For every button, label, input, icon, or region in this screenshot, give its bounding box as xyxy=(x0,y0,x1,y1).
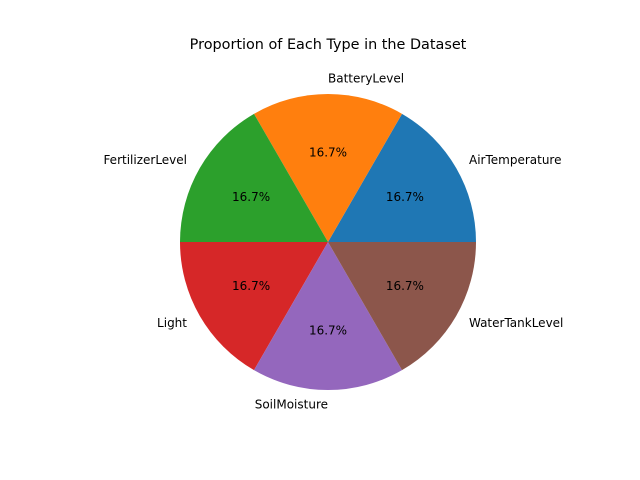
slice-percent-fertilizer-level: 16.7% xyxy=(232,190,270,204)
slice-percent-battery-level: 16.7% xyxy=(309,146,347,160)
slice-label-soil-moisture: SoilMoisture xyxy=(255,397,328,411)
pie-slice-light xyxy=(180,242,328,371)
pie-labels: AirTemperature 16.7% BatteryLevel 16.7% Fert… xyxy=(103,72,563,412)
pie-slice-battery-level xyxy=(254,94,402,242)
pie-slice-water-tank-level xyxy=(328,242,476,371)
slice-label-air-temperature: AirTemperature xyxy=(469,153,561,167)
slice-label-battery-level: BatteryLevel xyxy=(328,72,404,86)
pie-slices xyxy=(180,94,477,390)
slice-label-fertilizer-level: FertilizerLevel xyxy=(103,153,187,167)
slice-label-light: Light xyxy=(157,316,187,330)
slice-percent-soil-moisture: 16.7% xyxy=(309,323,347,337)
pie-slice-soil-moisture xyxy=(254,242,402,390)
slice-label-water-tank-level: WaterTankLevel xyxy=(469,316,563,330)
chart-title: Proportion of Each Type in the Dataset xyxy=(190,37,467,53)
slice-percent-water-tank-level: 16.7% xyxy=(386,279,424,293)
slice-percent-air-temperature: 16.7% xyxy=(386,190,424,204)
pie-slice-air-temperature xyxy=(328,113,477,242)
slice-percent-light: 16.7% xyxy=(232,279,270,293)
pie-slice-fertilizer-level xyxy=(180,113,328,242)
